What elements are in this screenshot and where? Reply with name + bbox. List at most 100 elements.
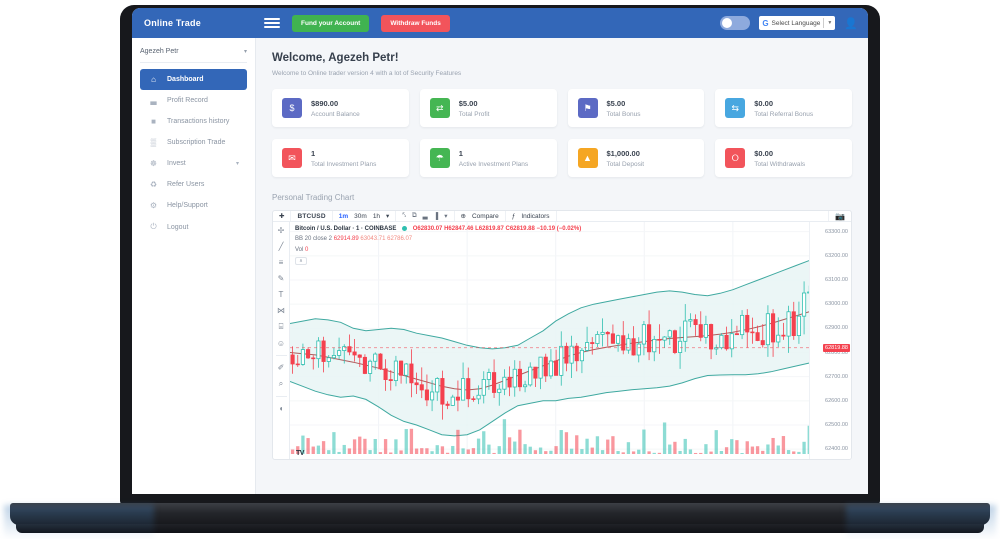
desk-reflection-left — [4, 505, 154, 539]
chart-crosshair-button[interactable]: ✚ — [273, 211, 292, 221]
stat-label: Total Withdrawals — [754, 160, 806, 168]
avatar[interactable]: 👤 — [844, 17, 858, 30]
gift-icon: ⚑ — [577, 98, 598, 118]
chart-body: ✢ ╱ ≡ ✎ T ⋈ ⌸ ☺ ✐ ⌕ ◖ Bitcoin / U.S. Dollar · 1 · … — [273, 222, 851, 459]
brush-tool-icon[interactable]: ✎ — [277, 274, 285, 283]
chart-canvas[interactable]: Bitcoin / U.S. Dollar · 1 · COINBASE O62… — [290, 222, 809, 459]
stat-value: $5.00 — [458, 98, 478, 108]
zoom-tool-icon[interactable]: ⌕ — [278, 379, 284, 388]
compare-button[interactable]: ⊕ Compare — [455, 211, 506, 221]
chart-toolbar: ✚ BTCUSD 1m 30m 1h ▾ ⤣ ⧉ ▃ ▐ ▾ ⊕ Compare ƒ Indi… — [273, 211, 851, 222]
symbol-button[interactable]: BTCUSD — [291, 211, 333, 221]
refer-users-icon: ♻ — [149, 180, 158, 189]
sidebar-item-logout[interactable]: ⏻ Logout — [140, 216, 247, 238]
indicators-button[interactable]: ƒ Indicators — [506, 211, 557, 221]
sidebar-item-label: Help/Support — [167, 202, 208, 209]
sidebar-item-help-support[interactable]: ⚙ Help/Support — [140, 195, 247, 216]
price-axis-tick: 62500.00 — [825, 422, 848, 428]
help-support-icon: ⚙ — [149, 201, 158, 210]
collapse-pane-icon[interactable]: ∧ — [295, 256, 307, 265]
stat-value: $1,000.00 — [606, 148, 640, 158]
price-axis-tick: 62900.00 — [825, 325, 848, 332]
sidebar-nav-list: ⌂ Dashboard ▃ Profit Record ■ Transactions hi… — [132, 69, 255, 238]
subscription-trade-icon: ▒ — [150, 138, 157, 147]
laptop-screen: Online Trade Fund your Account Withdraw … — [132, 8, 868, 494]
emoji-tool-icon[interactable]: ☺ — [276, 339, 286, 348]
chart-legend: Bitcoin / U.S. Dollar · 1 · COINBASE O62… — [295, 225, 581, 265]
patterns-tool-icon[interactable]: ⋈ — [277, 306, 285, 315]
withdraw-icon: ⭘ — [725, 148, 746, 168]
hamburger-icon[interactable] — [264, 17, 280, 29]
bb-value-3: 62786.07 — [387, 236, 413, 243]
style-dropdown-icon[interactable]: ▾ — [444, 213, 448, 220]
stat-card: ⇄ $5.00 Total Profit — [419, 89, 557, 127]
fund-account-button[interactable]: Fund your Account — [292, 14, 370, 32]
stat-label: Total Deposit — [606, 160, 645, 168]
area-style-icon[interactable]: ▃ — [422, 213, 428, 220]
high-label: H — [444, 226, 449, 232]
stat-label: Account Balance — [311, 110, 360, 118]
interval-1h[interactable]: 1h — [372, 212, 381, 220]
user-account-selector[interactable]: Agezeh Petr ▾ — [140, 48, 247, 63]
toolbar-spacer — [557, 211, 830, 221]
user-name: Agezeh Petr — [140, 48, 179, 55]
stat-card: ⇆ $0.00 Total Referral Bonus — [715, 89, 852, 127]
sidebar-item-label: Logout — [167, 223, 189, 231]
withdraw-funds-button[interactable]: Withdraw Funds — [381, 14, 450, 32]
profit-record-icon: ▃ — [150, 96, 157, 105]
chevron-down-icon: ▾ — [235, 161, 239, 167]
sidebar-item-subscription-trade[interactable]: ▒ Subscription Trade — [140, 132, 247, 153]
language-label: Select Language — [771, 19, 821, 27]
stat-card: ⭘ $0.00 Total Withdrawals — [715, 139, 852, 177]
candle-style-icon[interactable]: ⤣ — [402, 212, 406, 219]
theme-toggle[interactable] — [720, 16, 751, 30]
measure-tool-icon[interactable]: ✐ — [277, 363, 285, 372]
sidebar-item-dashboard[interactable]: ⌂ Dashboard — [140, 69, 247, 90]
sidebar-item-label: Subscription Trade — [167, 139, 226, 146]
low-label: L — [475, 226, 479, 232]
crosshair-icon: ✚ — [279, 213, 285, 220]
crosshair-tool-icon[interactable]: ✢ — [277, 226, 285, 235]
open-value: 62830.07 — [417, 226, 443, 232]
plus-circle-icon: ⊕ — [460, 213, 466, 220]
sidebar-item-profit-record[interactable]: ▃ Profit Record — [140, 90, 247, 111]
stat-label: Total Profit — [458, 110, 490, 118]
stat-value: $0.00 — [754, 98, 774, 108]
price-axis[interactable]: 63300.00 63200.00 63100.00 63000.00 62900.00… — [809, 222, 851, 459]
sidebar-item-refer-users[interactable]: ♻ Refer Users — [140, 174, 247, 195]
sidebar-item-label: Transactions history — [167, 118, 230, 125]
price-axis-tick: 62600.00 — [825, 397, 848, 404]
bar-style-icon[interactable]: ⧉ — [411, 212, 417, 219]
legend-title: Bitcoin / U.S. Dollar · 1 · COINBASE — [295, 226, 397, 232]
invest-icon: ☸ — [149, 159, 158, 168]
text-tool-icon[interactable]: T — [278, 290, 284, 299]
divider — [823, 18, 825, 28]
stat-value: $0.00 — [754, 148, 774, 158]
envelope-icon: ✉ — [282, 148, 302, 168]
change-value: −10.19 (−0.02%) — [536, 226, 582, 232]
price-plot — [290, 222, 809, 454]
deposit-icon: ▲ — [577, 148, 598, 168]
volume-label: Vol — [295, 246, 304, 253]
hollow-candle-icon[interactable]: ▐ — [433, 212, 439, 220]
trend-line-tool-icon[interactable]: ╱ — [278, 242, 284, 251]
interval-1m[interactable]: 1m — [338, 212, 349, 220]
stat-value: $890.00 — [311, 98, 339, 108]
bb-value-2: 63043.71 — [360, 236, 386, 243]
language-selector[interactable]: G Select Language ▼ — [759, 16, 836, 30]
screenshot-camera-icon[interactable]: 📷 — [835, 211, 845, 221]
interval-▾[interactable]: ▾ — [386, 213, 390, 220]
interval-group: 1m 30m 1h ▾ — [333, 211, 397, 221]
forecast-tool-icon[interactable]: ⌸ — [278, 322, 284, 331]
magnet-tool-icon[interactable]: ◖ — [278, 404, 284, 413]
price-axis-tick: 62800.00 — [825, 349, 848, 356]
interval-30m[interactable]: 30m — [354, 212, 367, 220]
sidebar-item-invest[interactable]: ☸ Invest ▾ — [140, 153, 247, 174]
last-price-label: 62819.88 — [823, 343, 850, 352]
high-value: 62847.46 — [448, 226, 474, 232]
sidebar-item-transactions-history[interactable]: ■ Transactions history — [140, 111, 247, 132]
stat-card: ▲ $1,000.00 Total Deposit — [567, 139, 705, 177]
price-axis-tick: 63100.00 — [825, 277, 848, 283]
horizontal-lines-tool-icon[interactable]: ≡ — [278, 258, 284, 267]
brand-logo[interactable]: Online Trade — [144, 18, 201, 28]
